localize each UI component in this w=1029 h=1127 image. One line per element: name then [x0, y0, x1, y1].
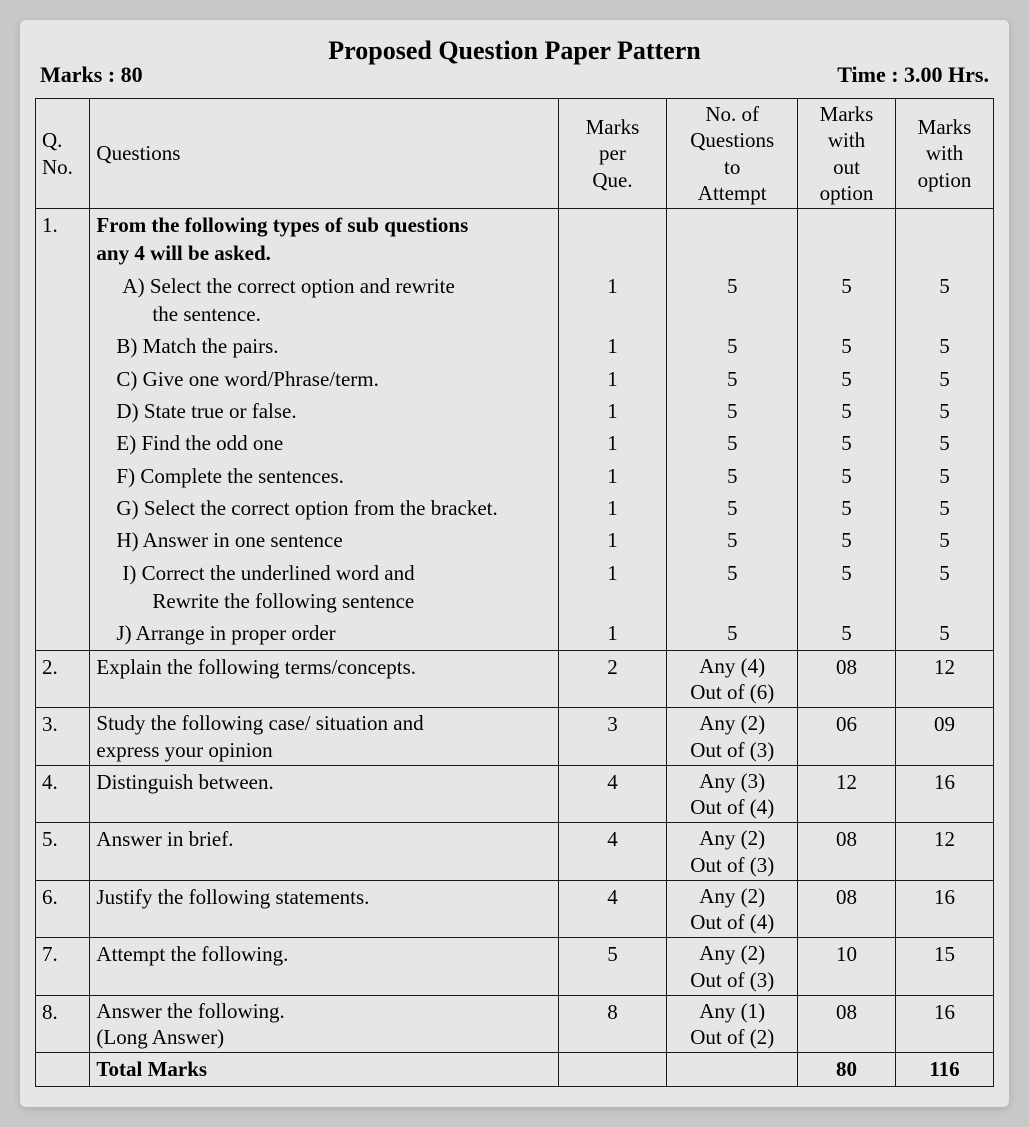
marks-label: Marks : 80	[40, 62, 143, 88]
pattern-table: Q. No. Questions Marks per Que. No. of Q…	[35, 98, 994, 1087]
q1-no: 1.	[36, 209, 90, 270]
header: Proposed Question Paper Pattern Marks : …	[35, 30, 994, 98]
q4-row: 4. Distinguish between. 4 Any (3)Out of …	[36, 765, 994, 823]
total-row: Total Marks 80 116	[36, 1053, 994, 1086]
q1-item-f: F) Complete the sentences. 15 55	[36, 460, 994, 492]
time-label: Time : 3.00 Hrs.	[837, 62, 989, 88]
q5-row: 5. Answer in brief. 4 Any (2)Out of (3) …	[36, 823, 994, 881]
q3-row: 3. Study the following case/ situation a…	[36, 708, 994, 766]
q6-row: 6. Justify the following statements. 4 A…	[36, 880, 994, 938]
q1-item-c: C) Give one word/Phrase/term. 15 55	[36, 363, 994, 395]
q8-row: 8. Answer the following.(Long Answer) 8 …	[36, 995, 994, 1053]
col-questions-attempt: No. of Questions to Attempt	[667, 99, 798, 209]
page: Proposed Question Paper Pattern Marks : …	[20, 20, 1009, 1107]
table-header-row: Q. No. Questions Marks per Que. No. of Q…	[36, 99, 994, 209]
q1-heading: From the following types of sub question…	[90, 209, 558, 270]
q1-item-a: A) Select the correct option and rewrite…	[36, 270, 994, 331]
col-qno: Q. No.	[36, 99, 90, 209]
q1-item-h: H) Answer in one sentence 15 55	[36, 524, 994, 556]
q7-row: 7. Attempt the following. 5 Any (2)Out o…	[36, 938, 994, 996]
col-marks-without-option: Marks with out option	[798, 99, 896, 209]
col-questions: Questions	[90, 99, 558, 209]
q1-item-g: G) Select the correct option from the br…	[36, 492, 994, 524]
q2-row: 2. Explain the following terms/concepts.…	[36, 650, 994, 708]
q1-item-i: I) Correct the underlined word and Rewri…	[36, 557, 994, 618]
col-marks-per-que: Marks per Que.	[558, 99, 667, 209]
q1-item-d: D) State true or false. 15 55	[36, 395, 994, 427]
q1-item-e: E) Find the odd one 15 55	[36, 427, 994, 459]
col-marks-with-option: Marks with option	[895, 99, 993, 209]
q1-item-b: B) Match the pairs. 15 55	[36, 330, 994, 362]
q1-heading-row: 1. From the following types of sub quest…	[36, 209, 994, 270]
q1-item-j: J) Arrange in proper order 15 55	[36, 617, 994, 650]
